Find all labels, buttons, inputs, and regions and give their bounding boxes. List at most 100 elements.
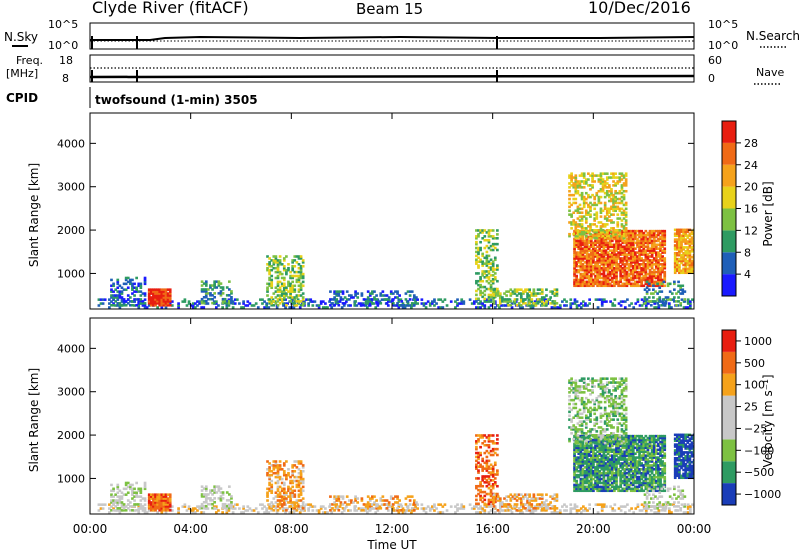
power-cell (477, 298, 480, 301)
power-cell (516, 298, 519, 301)
power-cell (587, 178, 590, 181)
velocity-cell (287, 468, 290, 471)
velocity-cell (255, 507, 258, 510)
power-cell (217, 304, 220, 307)
velocity-cell (279, 460, 282, 463)
power-cell (293, 265, 296, 268)
velocity-cell (490, 509, 493, 512)
power-cell (496, 288, 499, 291)
power-cell (234, 302, 237, 305)
power-cell (349, 304, 352, 307)
velocity-cell (386, 507, 389, 510)
velocity-cell (541, 493, 544, 496)
power-cell (144, 292, 147, 295)
power-cell (207, 302, 210, 305)
power-cell (684, 298, 687, 301)
velocity-cell (110, 484, 113, 487)
power-cell (205, 280, 208, 283)
power-cell (293, 288, 296, 291)
power-cell (579, 204, 582, 207)
velocity-cell (349, 509, 352, 512)
noise-sky-trace (90, 37, 694, 40)
velocity-cell (222, 497, 225, 500)
power-cell (565, 300, 568, 303)
power-cell (415, 296, 418, 299)
power-cell (574, 174, 577, 177)
power-cell (144, 277, 147, 280)
velocity-cell (530, 503, 533, 506)
noise-search-label: N.Search (746, 29, 800, 43)
velocity-cell (346, 495, 349, 498)
power-cell (456, 298, 459, 301)
velocity-cell (342, 495, 345, 498)
power-cell (302, 259, 305, 262)
velocity-cell (588, 507, 591, 510)
velocity-cell (569, 503, 572, 506)
y-tick-label: 1000 (57, 267, 85, 280)
velocity-cell (626, 503, 629, 506)
velocity-cell (398, 499, 401, 502)
power-cell (604, 202, 607, 205)
velocity-cell (477, 477, 480, 480)
noise-panel-frame (90, 23, 694, 49)
power-cell (354, 300, 357, 303)
velocity-cell (169, 493, 172, 496)
velocity-heatmap-cells (98, 377, 696, 513)
power-cell (283, 283, 286, 286)
power-cell (373, 290, 376, 293)
velocity-cell (483, 440, 486, 443)
power-cell (570, 172, 573, 175)
velocity-cell (131, 509, 134, 512)
velocity-cell (300, 460, 303, 463)
power-cell (302, 302, 305, 305)
power-cell (221, 306, 224, 309)
power-cell (213, 302, 216, 305)
velocity-cell (411, 495, 414, 498)
power-cell (469, 298, 472, 301)
power-cell (494, 257, 497, 260)
power-cell (576, 300, 579, 303)
power-cell (509, 300, 512, 303)
velocity-cell (279, 464, 282, 467)
power-cell (104, 298, 107, 301)
power-cell (213, 296, 216, 299)
power-cell (570, 227, 573, 230)
power-cell (600, 196, 603, 199)
power-cell (608, 184, 611, 187)
power-cell (673, 288, 676, 291)
power-cell (656, 302, 659, 305)
power-cell (574, 202, 577, 205)
power-cell (625, 208, 628, 211)
power-cell (610, 188, 613, 191)
velocity-cell (102, 507, 105, 510)
power-cell (663, 271, 666, 274)
velocity-cell (620, 509, 623, 512)
power-cell (184, 298, 187, 301)
velocity-cell (333, 509, 336, 512)
velocity-cell (228, 509, 231, 512)
power-cell (670, 306, 673, 309)
velocity-cell (302, 478, 305, 481)
power-cell (375, 294, 378, 297)
velocity-cell (302, 501, 305, 504)
power-cell (605, 300, 608, 303)
power-cell (585, 217, 588, 220)
power-cell (283, 265, 286, 268)
velocity-cell (462, 505, 465, 508)
power-cell (375, 298, 378, 301)
power-cell (673, 281, 676, 284)
power-cell (589, 233, 592, 236)
power-cell (409, 298, 412, 301)
power-cell (581, 192, 584, 195)
velocity-cell (483, 509, 486, 512)
power-cell (528, 288, 531, 291)
freq-trace (90, 76, 694, 77)
velocity-cell (509, 509, 512, 512)
velocity-cell (293, 470, 296, 473)
power-cell (588, 298, 591, 301)
power-cell (556, 302, 559, 305)
power-cell (257, 306, 260, 309)
velocity-cell (483, 499, 486, 502)
power-cell (663, 257, 666, 260)
power-cell (624, 306, 627, 309)
